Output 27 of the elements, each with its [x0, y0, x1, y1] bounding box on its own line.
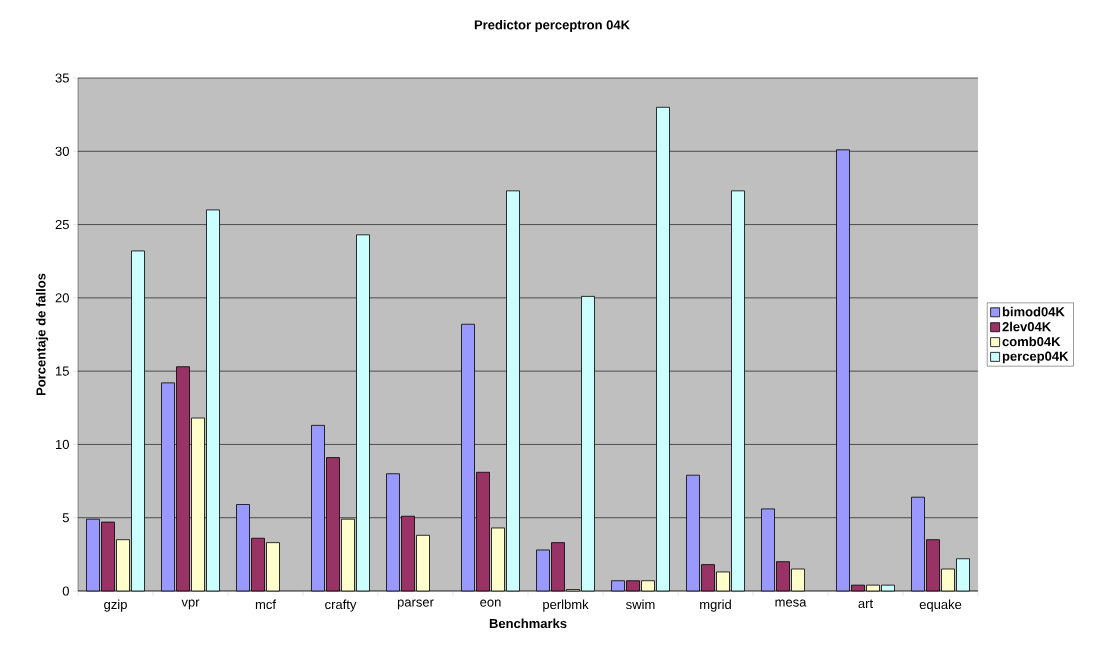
x-tick-label: crafty [325, 599, 357, 612]
x-tick-label: eon [480, 599, 501, 607]
x-tick-label: parser [397, 599, 434, 610]
x-tick-label: mcf [255, 599, 276, 610]
y-tick-label: 25 [55, 219, 69, 230]
x-tick-label: gzip [104, 599, 127, 612]
x-tick-label: vpr [181, 599, 200, 610]
chart-title: Predictor perceptron 04K [474, 19, 630, 33]
y-tick-label: 30 [55, 146, 69, 156]
x-axis-title: Benchmarks [489, 618, 567, 629]
y-tick-label: 20 [55, 293, 69, 303]
legend-label: 2lev04K [1002, 321, 1052, 332]
legend-label: percep04K [1002, 351, 1069, 364]
y-tick-label: 15 [56, 366, 69, 376]
y-tick-label: 0 [62, 586, 69, 596]
x-tick-label: swim [626, 599, 655, 610]
legend-label: comb04K [1002, 336, 1061, 347]
x-tick-label: mgrid [700, 599, 731, 612]
x-tick-label: mesa [775, 599, 807, 607]
y-tick-label: 35 [55, 73, 69, 83]
x-tick-label: art [858, 599, 873, 609]
x-tick-label: equake [919, 599, 962, 612]
y-tick-label: 5 [62, 513, 69, 523]
y-axis-title: Porcentaje de fallos [36, 273, 49, 396]
y-tick-label: 10 [56, 439, 69, 450]
legend-label: bimod04K [1002, 306, 1065, 317]
x-tick-label: perlbmk [543, 599, 589, 612]
